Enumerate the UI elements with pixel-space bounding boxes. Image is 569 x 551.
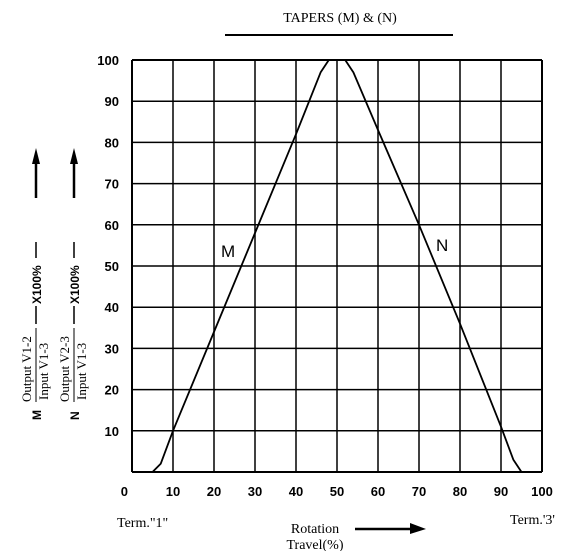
y-label-n-arrow <box>70 148 78 198</box>
x-tick-label: 40 <box>289 484 303 499</box>
x-direction-arrow <box>355 523 426 534</box>
x-tick-label: 80 <box>453 484 467 499</box>
x-tick-label: 70 <box>412 484 426 499</box>
series-n-line <box>337 59 523 473</box>
y-tick-label: 80 <box>105 135 119 150</box>
y-label-n-multiplier: X100% <box>68 265 82 304</box>
y-tick-label: 40 <box>105 300 119 315</box>
y-tick-label: 30 <box>105 341 119 356</box>
x-tick-label: 100 <box>531 484 553 499</box>
x-tick-label: 20 <box>207 484 221 499</box>
x-tick-label: 60 <box>371 484 385 499</box>
x-tick-label: 10 <box>166 484 180 499</box>
y-label-m-letter: M <box>30 410 44 420</box>
y-tick-label: 100 <box>97 53 119 68</box>
curves <box>151 59 523 473</box>
y-tick-label: 10 <box>105 424 119 439</box>
chart-title: TAPERS (M) & (N) <box>283 11 397 26</box>
x-end-left-label: Term."1" <box>117 516 168 531</box>
series-m-line <box>151 59 337 473</box>
x-tick-labels: 0 10 20 30 40 50 60 70 80 90 100 <box>121 484 553 499</box>
series-m-label: M <box>221 242 235 261</box>
grid <box>131 59 543 473</box>
y-label-n-letter: N <box>68 411 82 420</box>
y-label-m-arrow <box>32 148 40 198</box>
x-axis-label-line2: Travel(%) <box>286 538 343 551</box>
x-tick-label: 30 <box>248 484 262 499</box>
y-tick-label: 90 <box>105 94 119 109</box>
y-axis-label-m: M Output V1-2 Input V1-3 X100% <box>19 148 51 420</box>
y-tick-label: 70 <box>105 177 119 192</box>
x-tick-label: 0 <box>121 484 128 499</box>
y-label-n-denominator: Input V1-3 <box>74 343 89 400</box>
series-n-label: N <box>436 236 448 255</box>
y-label-n-numerator: Output V2-3 <box>57 336 72 402</box>
y-label-m-numerator: Output V1-2 <box>19 336 34 402</box>
y-tick-label: 60 <box>105 218 119 233</box>
y-tick-label: 20 <box>105 383 119 398</box>
x-axis-label-line1: Rotation <box>291 522 339 537</box>
y-label-m-multiplier: X100% <box>30 265 44 304</box>
x-end-right-label: Term.'3' <box>510 513 555 528</box>
y-label-m-denominator: Input V1-3 <box>36 343 51 400</box>
y-tick-labels: 10 20 30 40 50 60 70 80 90 100 <box>97 53 119 439</box>
y-tick-label: 50 <box>105 259 119 274</box>
x-tick-label: 50 <box>330 484 344 499</box>
y-axis-label-n: N Output V2-3 Input V1-3 X100% <box>57 148 89 420</box>
x-tick-label: 90 <box>494 484 508 499</box>
